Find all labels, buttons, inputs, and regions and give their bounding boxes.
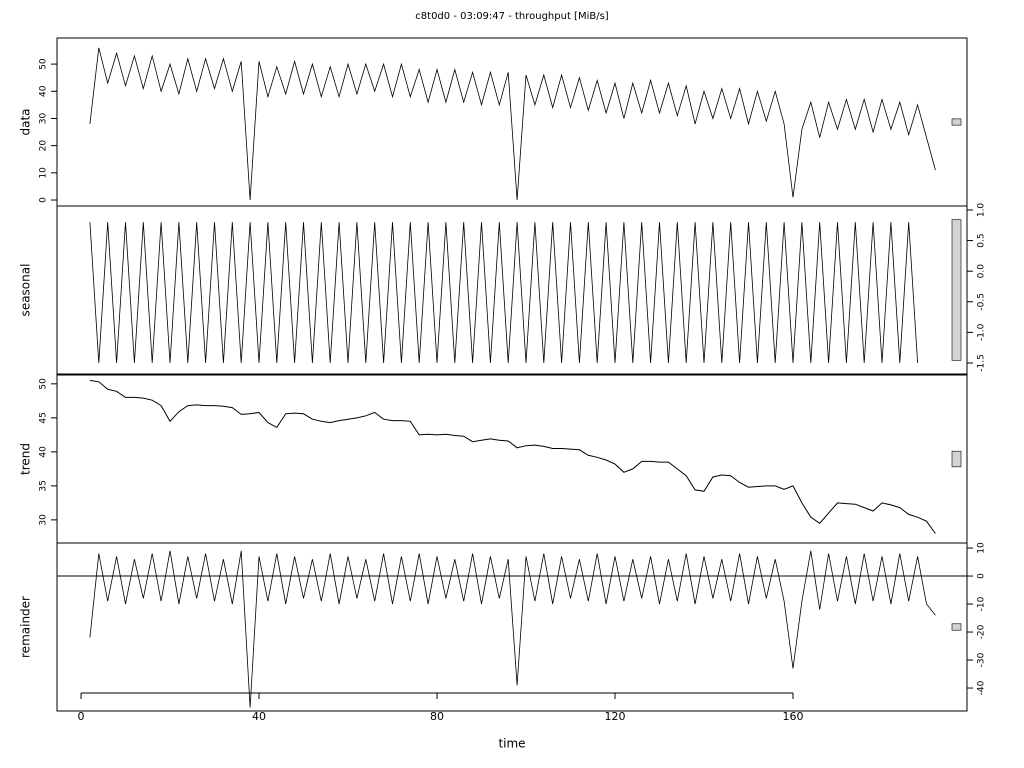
y-tick-label: 40: [39, 85, 49, 97]
y-tick-label: 30: [39, 112, 49, 124]
y-tick-label: -30: [977, 652, 987, 667]
y-tick-label: 1.0: [977, 203, 987, 218]
y-tick-label: -1.0: [977, 323, 987, 341]
panel-frame: [56, 542, 968, 712]
scale-bar: [951, 219, 962, 361]
panel-frame: [56, 205, 968, 375]
scale-bar: [951, 118, 962, 126]
y-tick-label: 10: [39, 167, 49, 179]
y-tick-label: -10: [977, 596, 987, 611]
series-line: [89, 47, 936, 201]
y-tick-label: 20: [39, 140, 49, 152]
y-tick-label: 0: [977, 573, 987, 579]
y-tick-label: 30: [39, 514, 49, 526]
x-tick-label: 80: [430, 710, 444, 723]
y-tick-label: 0.0: [977, 264, 987, 279]
series-line: [89, 222, 918, 364]
x-tick-label: 0: [78, 710, 85, 723]
y-axis-label: trend: [19, 443, 33, 475]
y-axis-label: data: [19, 108, 33, 135]
y-tick-label: 45: [39, 412, 49, 423]
scale-bar: [951, 450, 962, 468]
y-tick-label: -20: [977, 624, 987, 639]
series-line: [89, 550, 936, 708]
chart-title: c8t0d0 - 03:09:47 - throughput [MiB/s]: [415, 11, 609, 22]
y-tick-label: 50: [39, 58, 49, 70]
x-tick-label: 120: [605, 710, 626, 723]
y-axis-label: seasonal: [19, 264, 33, 317]
x-tick-label: 160: [783, 710, 804, 723]
y-tick-label: -0.5: [977, 293, 987, 311]
panel-frame: [56, 374, 968, 544]
y-tick-label: -1.5: [977, 354, 987, 372]
y-tick-label: 35: [39, 480, 49, 491]
series-line: [89, 379, 936, 534]
scale-bar: [951, 623, 962, 631]
y-tick-label: -40: [977, 680, 987, 695]
y-tick-label: 10: [977, 542, 987, 554]
y-axis-label: remainder: [19, 596, 33, 658]
y-tick-label: 0: [39, 197, 49, 203]
y-tick-label: 50: [39, 378, 49, 390]
x-axis-label: time: [498, 737, 525, 751]
x-tick-label: 40: [252, 710, 266, 723]
y-tick-label: 40: [39, 446, 49, 458]
y-tick-label: 0.5: [977, 233, 987, 247]
